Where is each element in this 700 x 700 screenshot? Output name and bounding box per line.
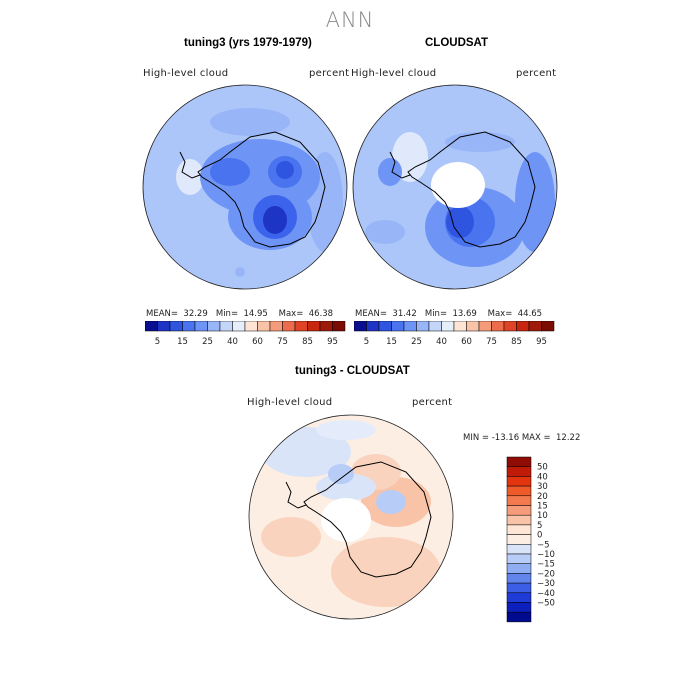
colorbar-2-tick-label: 5 <box>364 337 369 347</box>
diff-colorbar-tick-label: 10 <box>537 511 548 521</box>
colorbar-1-tick-label: 25 <box>202 337 213 347</box>
diff-colorbar-swatch <box>506 495 532 506</box>
colorbar-2-swatch <box>391 321 405 332</box>
map-difference <box>248 414 454 620</box>
colorbar-1-swatch <box>207 321 221 332</box>
colorbar-2-tick-label: 95 <box>536 337 547 347</box>
diff-colorbar-tick-label: 20 <box>537 492 548 502</box>
colorbar-2-swatch <box>478 321 492 332</box>
colorbar-1-tick-label: 85 <box>302 337 313 347</box>
colorbar-2-swatch <box>516 321 530 332</box>
colorbar-1-swatch <box>332 321 346 332</box>
colorbar-1-swatch <box>294 321 308 332</box>
diff-colorbar-swatch <box>506 611 532 623</box>
panel-2-title: CLOUDSAT <box>425 37 489 49</box>
colorbar-1-swatch <box>307 321 321 332</box>
colorbar-2-tick-label: 40 <box>436 337 447 347</box>
colorbar-1-tick-label: 15 <box>177 337 188 347</box>
diff-colorbar-swatch <box>506 505 532 516</box>
colorbar-2-swatch <box>491 321 505 332</box>
diff-colorbar-tick-label: −20 <box>537 569 555 579</box>
colorbar-2-swatch <box>466 321 480 332</box>
colorbar-1-tick-label: 95 <box>327 337 338 347</box>
panel-2-units: percent <box>516 68 557 79</box>
difference-title: tuning3 - CLOUDSAT <box>295 365 410 377</box>
diff-colorbar-tick-label: 50 <box>537 463 548 473</box>
colorbar-2-swatch <box>416 321 430 332</box>
map-panel-1 <box>142 84 348 290</box>
panel-2-variable: High-level cloud <box>351 68 437 79</box>
colorbar-1-tick-label: 75 <box>277 337 288 347</box>
diff-colorbar-tick-label: 30 <box>537 482 548 492</box>
colorbar-2-swatch <box>354 321 367 332</box>
colorbar-1-swatch <box>244 321 258 332</box>
diff-colorbar-swatch <box>506 602 532 613</box>
diff-colorbar-swatch <box>506 544 532 555</box>
colorbar-1-swatch <box>257 321 271 332</box>
diff-colorbar-tick-label: 0 <box>537 531 542 541</box>
colorbar-1-swatch <box>269 321 283 332</box>
colorbar-2-tick-label: 75 <box>486 337 497 347</box>
colorbar-2-swatch <box>541 321 555 332</box>
diff-colorbar-tick-label: 40 <box>537 472 548 482</box>
colorbar-1-tick-label: 5 <box>155 337 160 347</box>
colorbar-1-tick-label: 60 <box>252 337 263 347</box>
diff-colorbar-tick-label: −30 <box>537 579 555 589</box>
colorbar-2-swatch <box>528 321 542 332</box>
colorbar-1-tick-label: 40 <box>227 337 238 347</box>
diff-colorbar-tick-label: 15 <box>537 502 548 512</box>
diff-colorbar-swatch <box>506 524 532 535</box>
diff-colorbar-swatch <box>506 563 532 574</box>
colorbar-2-swatch <box>453 321 467 332</box>
panel-2-stats: MEAN= 31.42 Min= 13.69 Max= 44.65 <box>355 309 543 319</box>
colorbar-2-tick-label: 15 <box>386 337 397 347</box>
diff-colorbar-swatch <box>506 573 532 584</box>
panel-1-variable: High-level cloud <box>143 68 229 79</box>
diff-colorbar-swatch <box>506 514 532 526</box>
figure-title: ANN <box>325 8 375 32</box>
panel-1-title: tuning3 (yrs 1979-1979) <box>184 37 312 49</box>
colorbar-1-swatch <box>319 321 333 332</box>
colorbar-2-tick-label: 85 <box>511 337 522 347</box>
difference-units: percent <box>412 397 453 408</box>
diff-colorbar-tick-label: −10 <box>537 550 555 560</box>
colorbar-1-swatch <box>232 321 246 332</box>
colorbar-1-swatch <box>282 321 296 332</box>
colorbar-2-swatch <box>428 321 442 332</box>
difference-variable: High-level cloud <box>247 397 333 408</box>
colorbar-1-swatch <box>182 321 196 332</box>
colorbar-panel-1: 5 15 25 40 60 75 85 95 <box>145 321 346 347</box>
panel-1-units: percent <box>309 68 350 79</box>
diff-colorbar-tick-label: −15 <box>537 560 555 570</box>
colorbar-2-swatch <box>378 321 392 332</box>
diff-colorbar-swatch <box>506 456 532 467</box>
diff-colorbar-swatch <box>506 553 532 564</box>
diff-colorbar-swatch <box>506 534 532 545</box>
colorbar-2-swatch <box>503 321 517 332</box>
colorbar-1-swatch <box>169 321 183 332</box>
diff-colorbar-tick-label: −5 <box>537 540 550 550</box>
diff-colorbar-tick-label: 5 <box>537 521 542 531</box>
diff-colorbar-tick-label: −50 <box>537 599 555 609</box>
diff-colorbar-swatch <box>506 592 532 603</box>
colorbar-1-swatch <box>219 321 233 332</box>
colorbar-1-swatch <box>194 321 208 332</box>
diff-colorbar-tick-label: −40 <box>537 589 555 599</box>
diff-colorbar-swatch <box>506 476 532 487</box>
colorbar-2-swatch <box>441 321 455 332</box>
colorbar-1-swatch <box>145 321 158 332</box>
colorbar-2-swatch <box>366 321 380 332</box>
colorbar-2-tick-label: 60 <box>461 337 472 347</box>
colorbar-2-swatch <box>403 321 417 332</box>
panel-1-stats: MEAN= 32.29 Min= 14.95 Max= 46.38 <box>146 309 334 319</box>
difference-range: MIN = -13.16 MAX = 12.22 <box>463 433 581 443</box>
diff-colorbar-swatch <box>506 485 532 497</box>
diff-colorbar-swatch <box>506 466 532 477</box>
colorbar-panel-2: 5 15 25 40 60 75 85 95 <box>354 321 555 347</box>
colorbar-2-tick-label: 25 <box>411 337 422 347</box>
colorbar-1-swatch <box>157 321 171 332</box>
map-panel-2 <box>352 84 558 290</box>
diff-colorbar-swatch <box>506 582 532 594</box>
